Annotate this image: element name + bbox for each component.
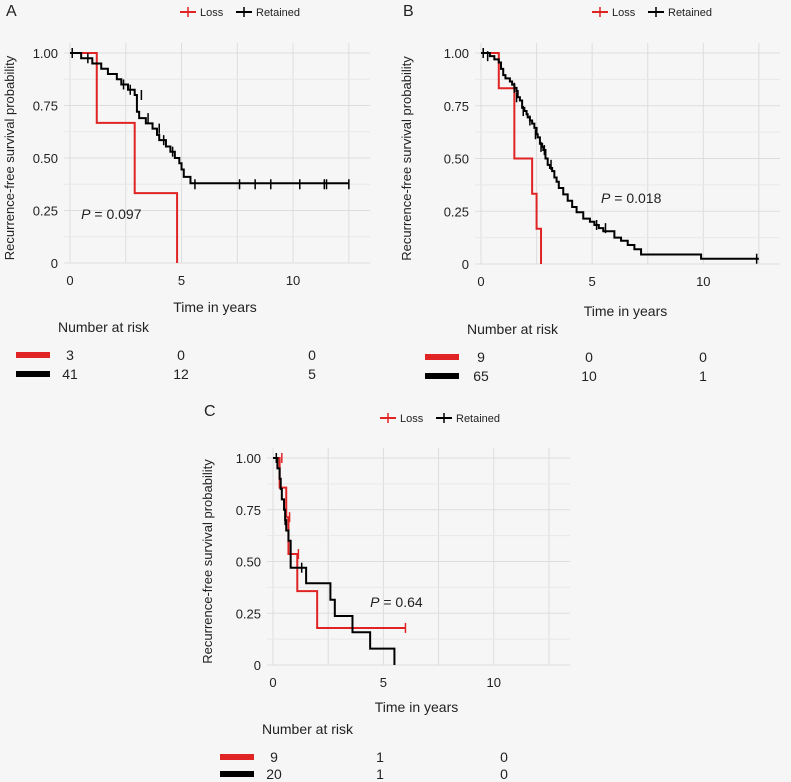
risk-swatch-loss: [220, 754, 254, 760]
chart-c: C Loss Retained 0 5 10 0 0.25 0.50 0.75 1.00 Time i…: [200, 403, 570, 715]
y-tick-label: 0: [51, 256, 58, 271]
x-axis-label: Time in years: [375, 699, 459, 715]
survival-curve-retained: [273, 457, 396, 665]
x-tick-label: 0: [66, 273, 73, 288]
risk-swatch-retained: [425, 373, 459, 379]
risk-value: 9: [477, 349, 485, 365]
y-tick-label: 0.75: [236, 503, 261, 518]
y-axis-label: Recurrence-free survival probability: [200, 459, 215, 664]
x-tick-label: 5: [589, 274, 596, 289]
y-axis-label: Recurrence-free survival probability: [2, 55, 17, 260]
risk-value: 0: [177, 347, 185, 363]
y-tick-label: 1.00: [33, 46, 58, 61]
y-tick-label: 0: [254, 658, 261, 673]
risk-value: 1: [699, 368, 707, 384]
chart-b: B Loss Retained 0 5 10 0 0.25 0.50 0.75 1.00 Time i…: [399, 3, 780, 319]
x-tick-label: 0: [269, 675, 276, 690]
p-value-label: P: [601, 190, 611, 206]
p-value-label: P: [81, 206, 91, 222]
x-tick-label: 5: [178, 273, 185, 288]
y-tick-label: 0.50: [444, 152, 469, 167]
risk-row-retained: 65 10 1: [425, 368, 785, 384]
legend-label-loss: Loss: [612, 7, 636, 19]
legend-label-loss: Loss: [200, 7, 224, 19]
panel-label: B: [403, 3, 414, 20]
risk-value: 10: [581, 368, 597, 384]
risk-value: 3: [66, 347, 74, 363]
p-value-number: = 0.64: [379, 594, 422, 610]
risk-swatch-loss: [425, 354, 459, 360]
p-value-annotation: P = 0.64: [370, 594, 423, 610]
legend-label-retained: Retained: [256, 7, 300, 19]
x-tick-label: 5: [380, 675, 387, 690]
x-tick-label: 0: [477, 274, 484, 289]
y-tick-label: 1.00: [444, 46, 469, 61]
risk-value: 0: [585, 349, 593, 365]
risk-value: 1: [376, 749, 384, 765]
risk-row-loss: 3 0 0: [16, 347, 376, 363]
y-tick-label: 0.50: [236, 555, 261, 570]
p-value-label: P: [370, 594, 380, 610]
p-value-annotation: P = 0.097: [81, 206, 142, 222]
risk-value: 41: [62, 366, 78, 382]
legend-label-retained: Retained: [456, 413, 500, 425]
chart-a: A Loss Retained 0 5 10 0 0.25 0.50 0.75 1.00 Time i…: [2, 3, 370, 315]
x-tick-label: 10: [696, 274, 710, 289]
risk-row-loss: 9 0 0: [425, 349, 785, 365]
risk-swatch-retained: [16, 371, 50, 377]
risk-value: 65: [473, 368, 489, 384]
risk-swatch-loss: [16, 352, 50, 358]
risk-value: 0: [308, 347, 316, 363]
risk-row-loss: 9 1 0: [220, 749, 580, 765]
p-value-number: = 0.018: [610, 190, 661, 206]
panel-b: B Loss Retained 0 5 10 0 0.25 0.50 0.75 1.00 Time i…: [397, 0, 791, 390]
x-axis-label: Time in years: [173, 299, 257, 315]
y-tick-label: 0.75: [33, 99, 58, 114]
risk-table-title: Number at risk: [58, 319, 150, 335]
y-tick-label: 0.25: [33, 204, 58, 219]
panel-a: A Loss Retained 0 5 10 0 0.25 0.50 0.75 1.00 Time i…: [0, 0, 396, 390]
y-tick-label: 1.00: [236, 451, 261, 466]
legend-label-retained: Retained: [668, 7, 712, 19]
risk-value: 5: [308, 366, 316, 382]
p-value-annotation: P = 0.018: [601, 190, 662, 206]
risk-row-retained: 41 12 5: [16, 366, 376, 382]
risk-row-retained: 20 1 0: [220, 766, 580, 782]
panel-c: C Loss Retained 0 5 10 0 0.25 0.50 0.75 1.00 Time i…: [198, 400, 594, 782]
y-tick-label: 0: [462, 257, 469, 272]
survival-curve-loss: [70, 52, 179, 263]
p-value-number: = 0.097: [90, 206, 141, 222]
survival-curve-retained: [70, 52, 349, 185]
risk-value: 12: [173, 366, 189, 382]
risk-value: 1: [376, 766, 384, 782]
panel-label: A: [6, 3, 17, 20]
x-axis-label: Time in years: [584, 303, 668, 319]
risk-swatch-retained: [220, 771, 254, 777]
risk-table-title: Number at risk: [262, 721, 354, 737]
y-tick-label: 0.25: [236, 606, 261, 621]
legend-label-loss: Loss: [400, 413, 424, 425]
survival-curve-retained: [481, 52, 759, 260]
risk-value: 0: [500, 766, 508, 782]
y-tick-label: 0.75: [444, 99, 469, 114]
y-tick-label: 0.50: [33, 151, 58, 166]
risk-value: 20: [266, 766, 282, 782]
x-tick-label: 10: [286, 273, 300, 288]
risk-value: 0: [699, 349, 707, 365]
y-tick-label: 0.25: [444, 204, 469, 219]
panel-label: C: [204, 403, 216, 420]
risk-value: 9: [270, 749, 278, 765]
risk-table-title: Number at risk: [467, 321, 559, 337]
risk-value: 0: [500, 749, 508, 765]
x-tick-label: 10: [487, 675, 501, 690]
survival-curve-loss: [481, 52, 543, 264]
y-axis-label: Recurrence-free survival probability: [399, 56, 414, 261]
